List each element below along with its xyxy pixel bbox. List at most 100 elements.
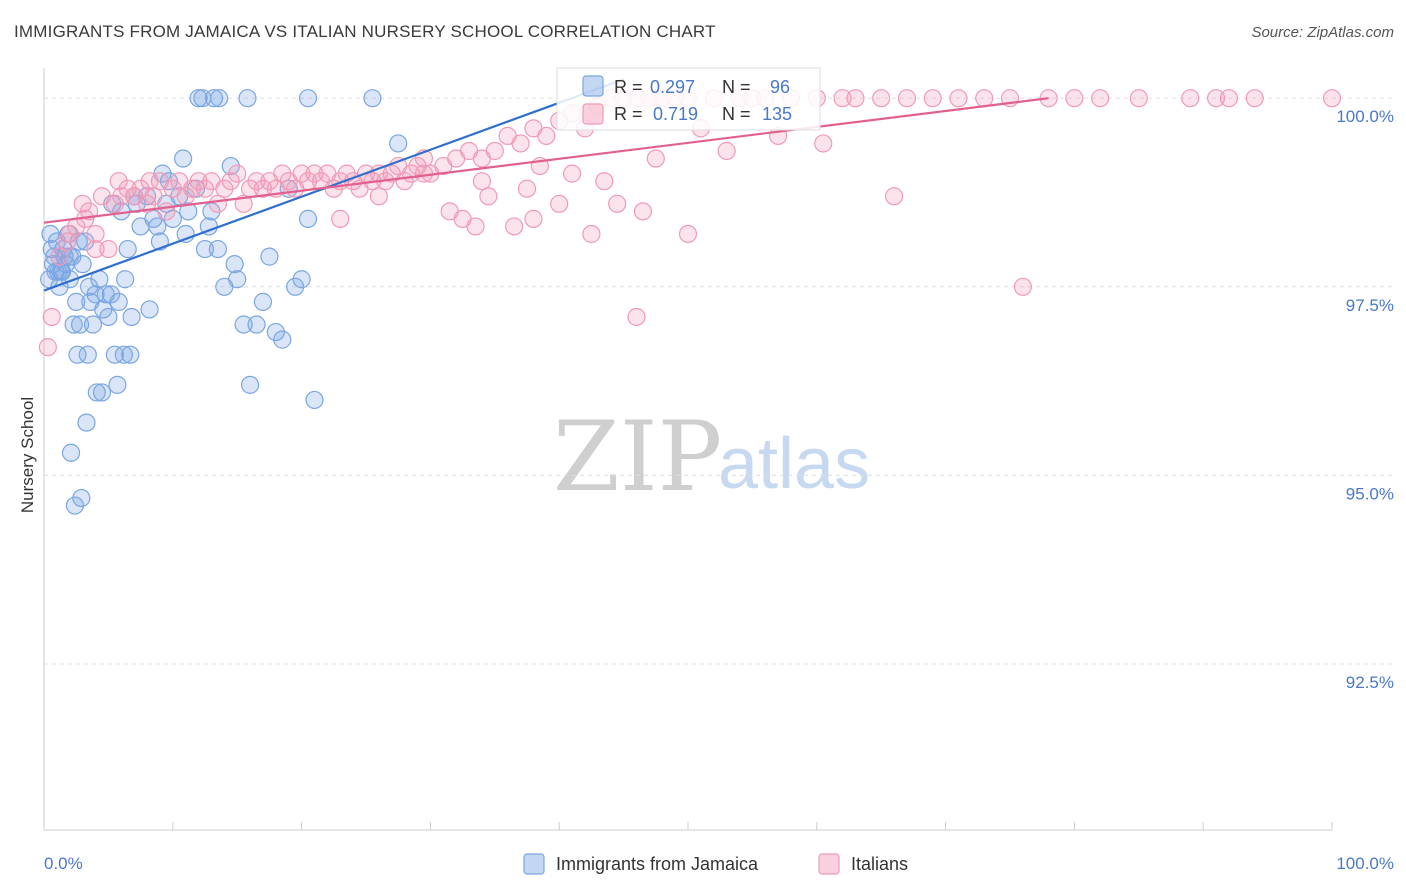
jamaica-point: [298, 89, 318, 108]
legend-swatch-italians: [818, 853, 840, 875]
italians-point: [60, 224, 79, 244]
italians-point: [1245, 89, 1264, 108]
italians-point: [305, 164, 324, 183]
jamaica-point: [55, 247, 74, 266]
legend-swatch-jamaica: [523, 853, 545, 875]
jamaica-point: [228, 270, 247, 289]
italians-point: [1091, 89, 1110, 108]
italians-point: [872, 89, 891, 108]
jamaica-point: [208, 239, 227, 259]
italians-point: [50, 247, 69, 266]
italians-point: [897, 89, 917, 108]
jamaica-point: [238, 89, 257, 108]
trend-lines: [43, 78, 1049, 292]
jamaica-point: [121, 345, 140, 364]
x-tick-label-min: 0.0%: [44, 854, 83, 873]
legend: Immigrants from Jamaica Italians: [523, 853, 908, 875]
jamaica-point: [140, 300, 159, 319]
italians-point: [86, 224, 105, 244]
italians-point: [678, 224, 698, 244]
italians-point: [189, 172, 208, 191]
jamaica-point: [204, 89, 224, 108]
jamaica-point: [247, 315, 266, 334]
jamaica-point: [225, 255, 244, 274]
stats-n-value-italians: 135: [762, 104, 792, 124]
italians-point: [517, 179, 537, 198]
trend-line-jamaica: [43, 78, 624, 292]
legend-label-italians: Italians: [851, 854, 908, 874]
italians-point: [1322, 89, 1342, 108]
jamaica-point: [65, 496, 85, 515]
legend-label-jamaica: Immigrants from Jamaica: [556, 854, 759, 874]
x-tick-label-max: 100.0%: [1336, 854, 1394, 873]
italians-point: [247, 172, 266, 191]
jamaica-point: [61, 443, 81, 462]
jamaica-point: [116, 270, 135, 289]
jamaica-point: [389, 134, 408, 153]
chart-source: Source: ZipAtlas.com: [1251, 24, 1394, 41]
italians-point: [511, 134, 530, 153]
italians-point: [292, 164, 311, 183]
chart-title: IMMIGRANTS FROM JAMAICA VS ITALIAN NURSE…: [14, 22, 716, 41]
jamaica-point: [99, 307, 118, 327]
jamaica-point: [101, 285, 121, 304]
jamaica-point: [118, 239, 137, 259]
italians-point: [183, 179, 202, 198]
italians-point: [833, 89, 852, 108]
jamaica-point: [234, 315, 253, 334]
y-tick-label: 95.0%: [1346, 484, 1394, 503]
jamaica-point: [108, 375, 127, 394]
italians-point: [73, 194, 92, 213]
y-tick-label: 97.5%: [1346, 296, 1394, 315]
italians-point: [608, 194, 627, 213]
jamaica-point: [92, 383, 112, 402]
jamaica-point: [305, 390, 324, 410]
jamaica-point: [78, 345, 97, 364]
stats-box-frame: [556, 67, 821, 131]
italians-point: [86, 239, 105, 259]
watermark-zip: ZIP: [553, 401, 722, 513]
italians-point: [923, 89, 942, 108]
jamaica-point: [40, 270, 59, 289]
stats-box: R = 0.297 N = 96 R = 0.719 N = 135: [556, 67, 821, 131]
italians-point: [208, 194, 227, 213]
jamaica-point: [210, 89, 229, 108]
italians-point: [1065, 89, 1084, 108]
jamaica-point: [148, 217, 167, 236]
italians-point: [228, 164, 247, 183]
italians-point: [846, 89, 865, 108]
stats-n-value-jamaica: 96: [770, 77, 790, 97]
jamaica-point: [122, 307, 141, 327]
stats-r-value-italians: 0.719: [653, 104, 698, 124]
italians-point: [195, 179, 215, 198]
italians-point: [485, 141, 504, 161]
italians-point: [582, 224, 601, 244]
jamaica-point: [286, 277, 305, 296]
italians-point: [717, 141, 736, 161]
stats-swatch-jamaica: [582, 75, 604, 97]
italians-point: [253, 179, 273, 198]
jamaica-point: [163, 209, 182, 228]
jamaica-point: [72, 488, 91, 508]
italians-point: [814, 134, 833, 153]
jamaica-point: [179, 202, 198, 221]
italians-point: [215, 179, 234, 198]
jamaica-point: [292, 270, 311, 289]
italians-point: [140, 172, 159, 191]
italians-point: [505, 217, 524, 236]
italians-point: [975, 89, 994, 108]
jamaica-point: [174, 149, 193, 168]
italians-point: [479, 187, 498, 206]
y-tick-labels: 100.0% 97.5% 95.0% 92.5%: [1336, 107, 1394, 692]
x-ticks: [43, 822, 1333, 830]
italians-point: [1206, 89, 1226, 108]
italians-point: [524, 209, 543, 228]
jamaica-point: [260, 247, 279, 266]
italians-point: [369, 187, 388, 206]
stats-r-value-jamaica: 0.297: [650, 77, 695, 97]
y-tick-label: 92.5%: [1346, 673, 1394, 692]
jamaica-point: [266, 322, 285, 342]
y-axis-label: Nursery School: [18, 397, 37, 513]
jamaica-point: [273, 330, 292, 349]
